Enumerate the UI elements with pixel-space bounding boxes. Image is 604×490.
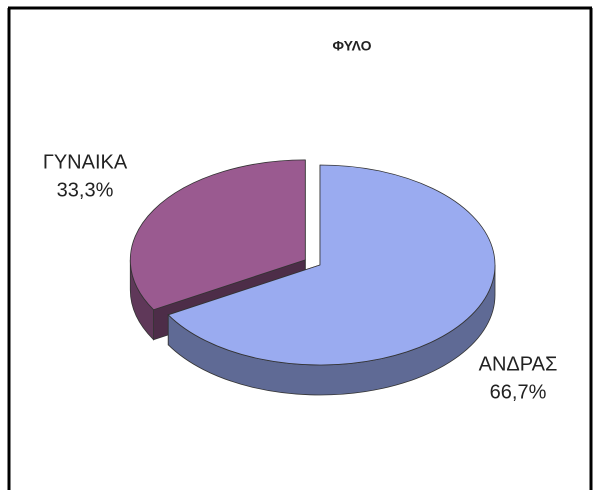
slice — [167, 164, 496, 366]
slice — [129, 159, 306, 311]
chart-title: ΦΥΛΟ — [332, 38, 371, 54]
slice-value-label: 66,7% — [490, 381, 547, 403]
slice-label: ΑΝΔΡΑΣ — [479, 353, 558, 375]
slice-value-label: 33,3% — [57, 179, 114, 201]
slice-label: ΓΥΝΑΙΚΑ — [43, 151, 128, 173]
